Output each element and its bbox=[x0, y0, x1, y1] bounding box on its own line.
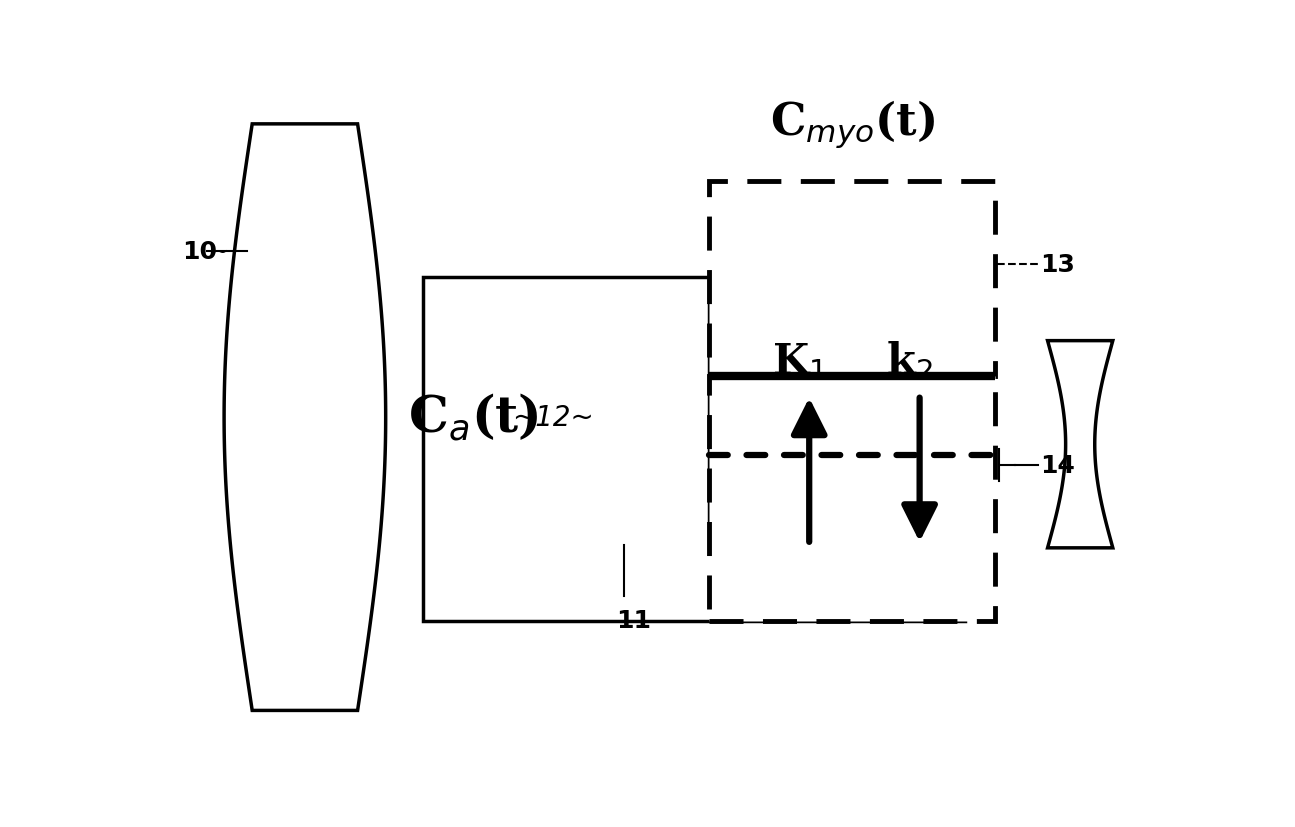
Polygon shape bbox=[1048, 342, 1112, 548]
Text: 10: 10 bbox=[181, 240, 218, 264]
Text: C$_{myo}$(t): C$_{myo}$(t) bbox=[769, 98, 935, 151]
Text: C$_a$(t): C$_a$(t) bbox=[408, 392, 539, 443]
Polygon shape bbox=[422, 278, 965, 621]
Text: k$_2$: k$_2$ bbox=[886, 339, 932, 383]
Text: 13: 13 bbox=[1040, 253, 1075, 277]
Bar bbox=[708, 182, 995, 376]
Polygon shape bbox=[224, 125, 386, 710]
Bar bbox=[708, 376, 995, 621]
Text: 11: 11 bbox=[616, 609, 651, 633]
Text: ~12~: ~12~ bbox=[513, 404, 594, 432]
Text: K$_1$: K$_1$ bbox=[772, 341, 826, 383]
Text: 14: 14 bbox=[1040, 453, 1075, 477]
Text: ~: ~ bbox=[212, 242, 228, 261]
